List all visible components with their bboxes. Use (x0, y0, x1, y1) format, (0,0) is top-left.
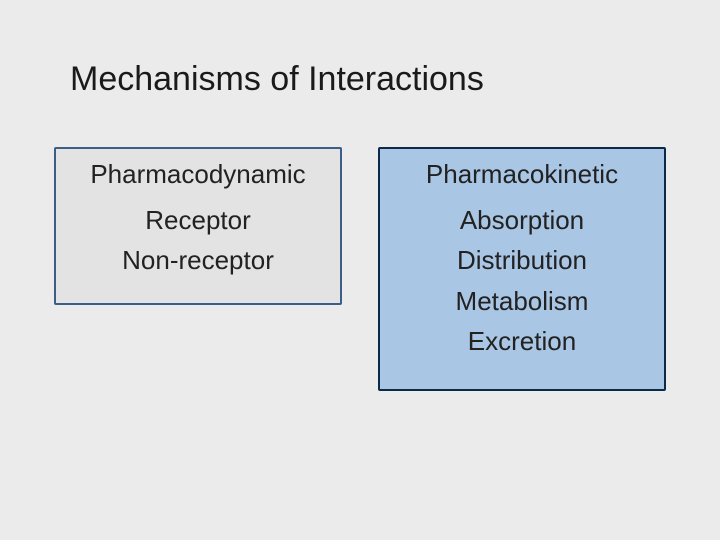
columns: Pharmacodynamic Receptor Non-receptor Ph… (50, 147, 670, 391)
box-title-left: Pharmacodynamic (90, 159, 305, 190)
page-title: Mechanisms of Interactions (70, 60, 670, 99)
list-item: Receptor (145, 200, 251, 240)
list-item: Absorption (460, 200, 584, 240)
list-item: Excretion (468, 321, 576, 361)
pharmacodynamic-box: Pharmacodynamic Receptor Non-receptor (54, 147, 342, 305)
slide: Mechanisms of Interactions Pharmacodynam… (0, 0, 720, 540)
list-item: Non-receptor (122, 240, 274, 280)
pharmacokinetic-box: Pharmacokinetic Absorption Distribution … (378, 147, 666, 391)
box-title-right: Pharmacokinetic (426, 159, 618, 190)
list-item: Distribution (457, 240, 587, 280)
list-item: Metabolism (456, 281, 589, 321)
